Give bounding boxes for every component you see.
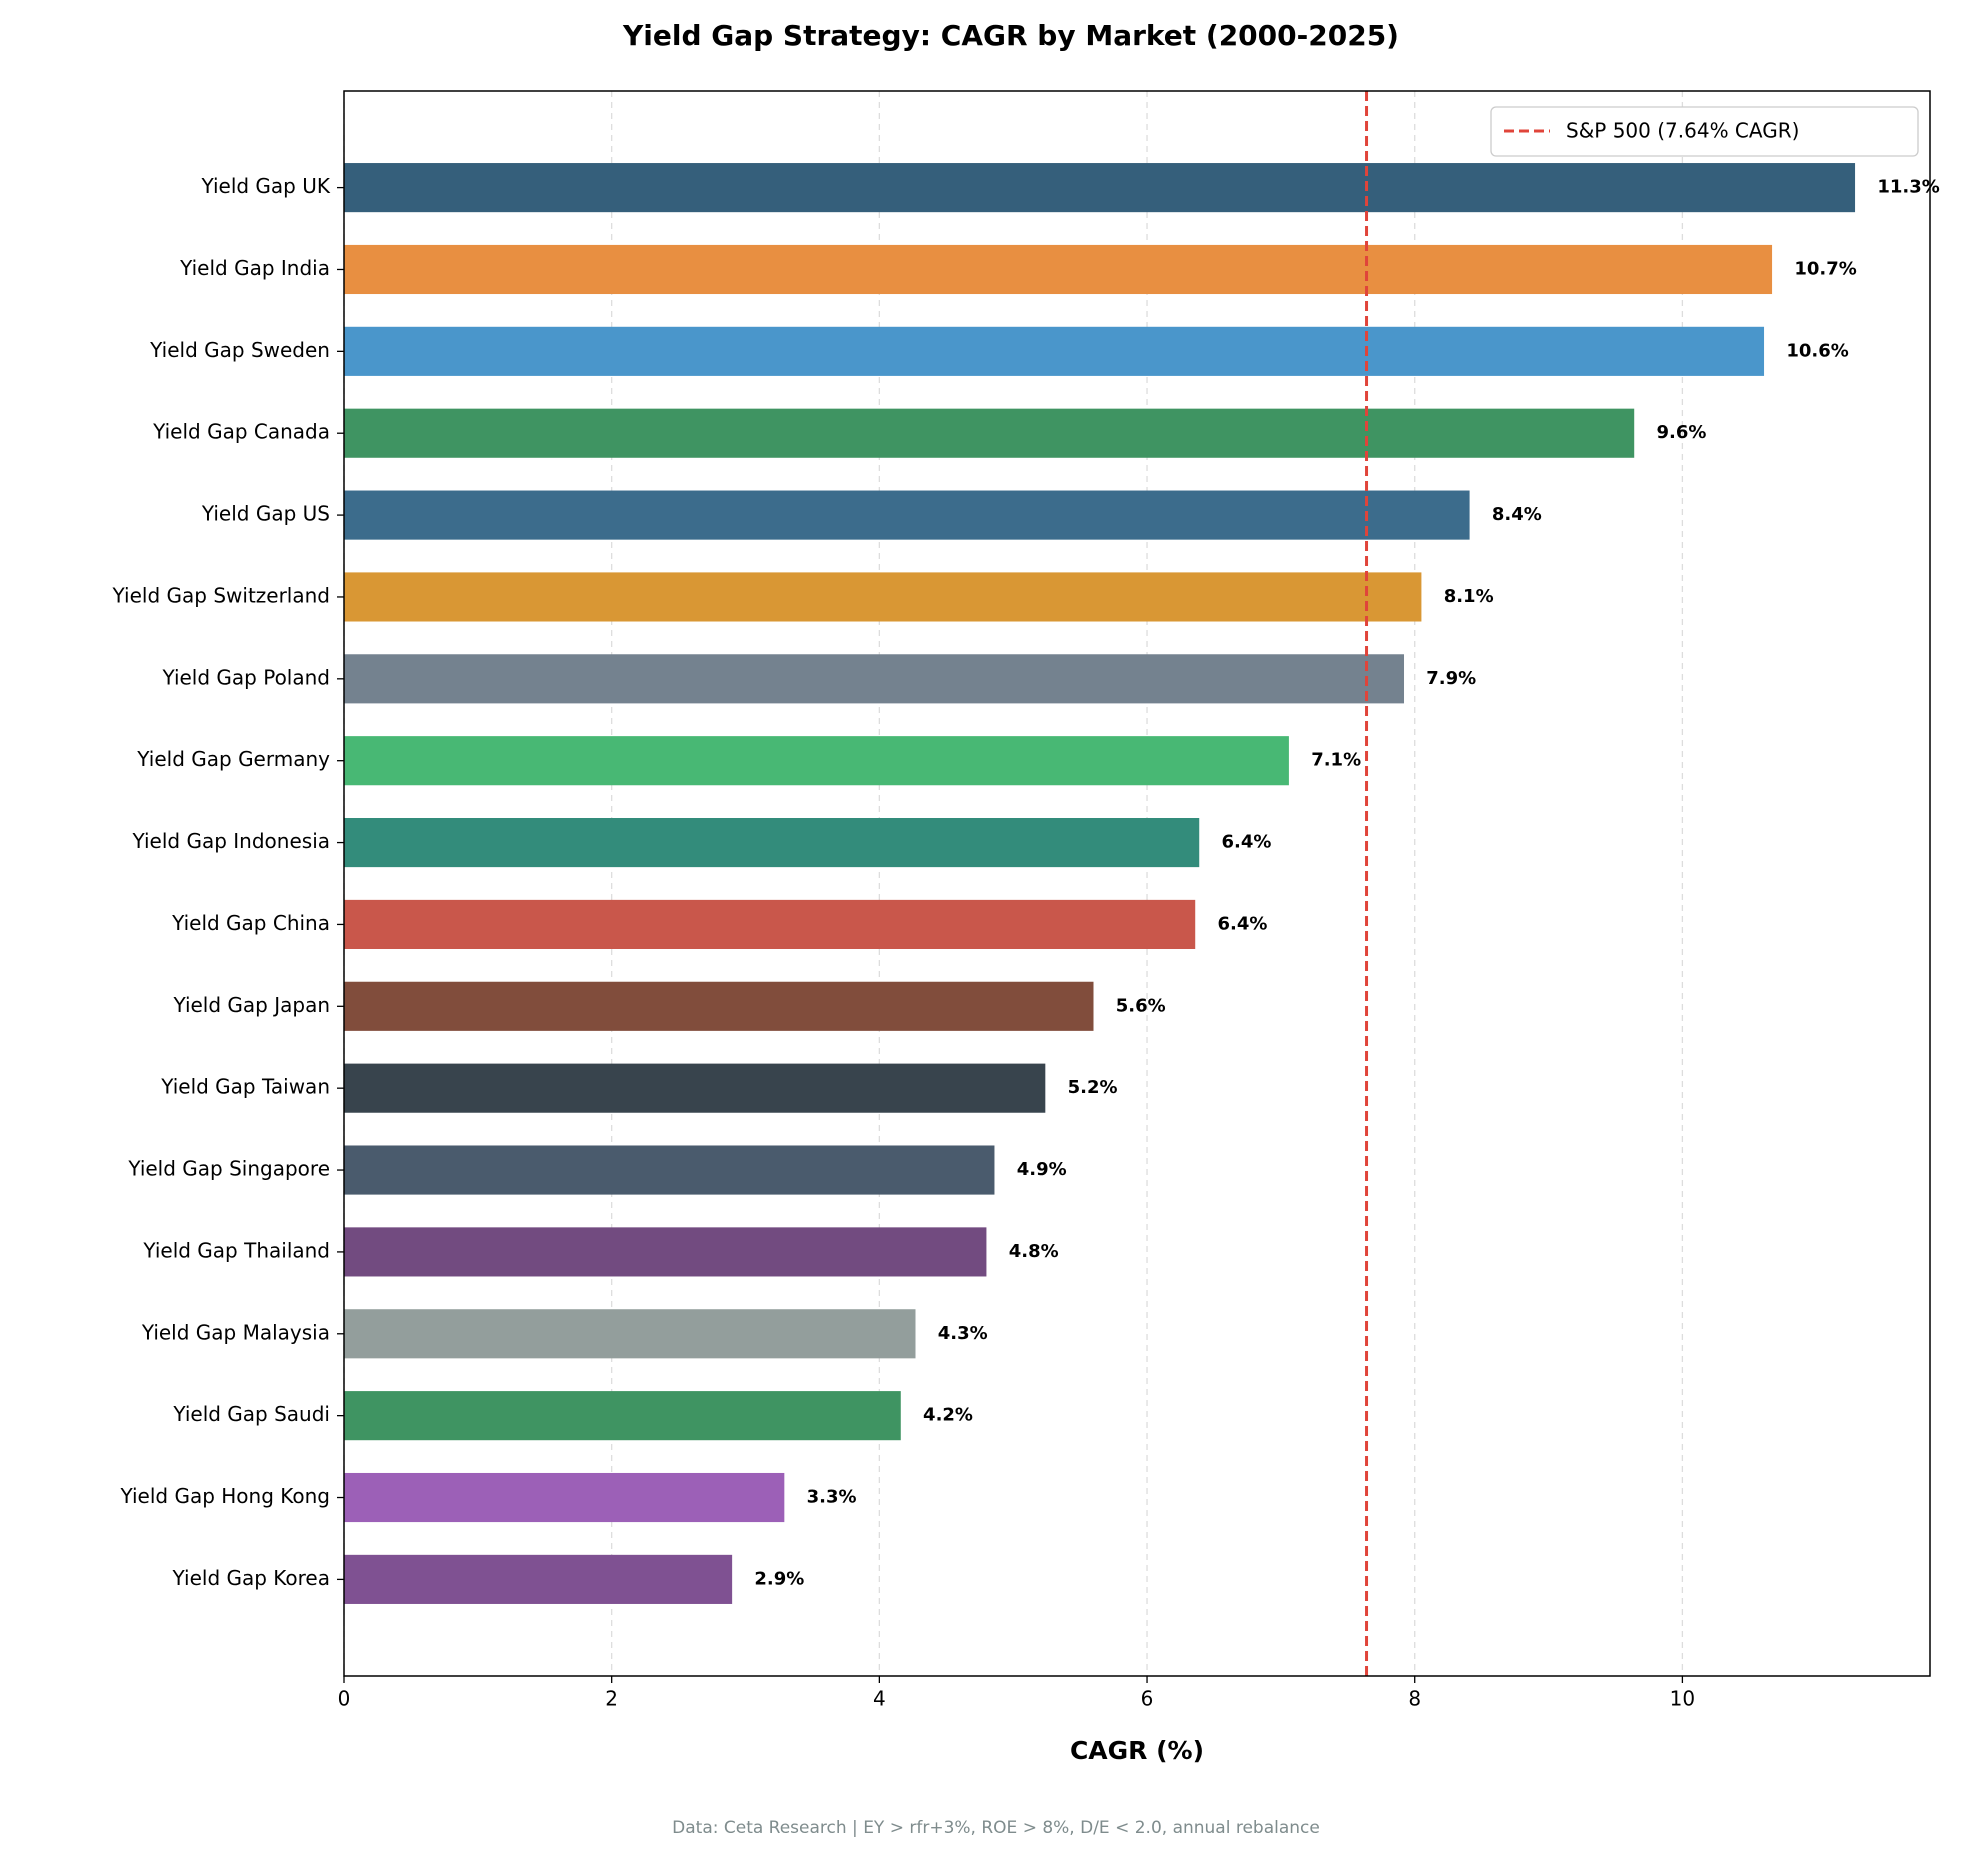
bar	[344, 1309, 916, 1359]
y-tick-label: Yield Gap Thailand	[142, 1238, 330, 1262]
x-tick-label: 6	[1141, 1687, 1154, 1711]
value-label: 4.9%	[1017, 1159, 1067, 1180]
x-axis-label: CAGR (%)	[1070, 1736, 1204, 1765]
bar	[344, 572, 1422, 622]
bar	[344, 818, 1200, 868]
value-label: 7.9%	[1426, 668, 1476, 689]
footnote: Data: Ceta Research | EY > rfr+3%, ROE >…	[672, 1818, 1320, 1838]
value-label: 4.8%	[1009, 1241, 1059, 1262]
chart-title: Yield Gap Strategy: CAGR by Market (2000…	[622, 19, 1399, 52]
value-label: 11.3%	[1877, 177, 1939, 198]
x-tick-label: 8	[1408, 1687, 1421, 1711]
y-tick-label: Yield Gap Saudi	[172, 1402, 330, 1426]
bar	[344, 1145, 995, 1195]
value-label: 6.4%	[1222, 832, 1272, 853]
bar	[344, 163, 1856, 213]
y-tick-label: Yield Gap Malaysia	[141, 1320, 330, 1344]
value-label: 5.6%	[1116, 995, 1166, 1016]
legend-box	[1490, 106, 1919, 157]
x-tick-label: 4	[873, 1687, 886, 1711]
bar	[344, 490, 1470, 540]
bar	[344, 244, 1773, 295]
y-tick-label: Yield Gap Germany	[136, 747, 330, 771]
value-label: 3.3%	[807, 1487, 857, 1508]
x-tick-label: 0	[338, 1687, 351, 1711]
bar	[344, 1227, 987, 1277]
legend-label: S&P 500 (7.64% CAGR)	[1566, 119, 1799, 143]
bar	[344, 1391, 901, 1441]
value-label: 4.3%	[938, 1323, 988, 1344]
y-tick-label: Yield Gap Sweden	[149, 338, 330, 362]
bar	[344, 899, 1196, 949]
value-label: 7.1%	[1311, 750, 1361, 771]
bar	[344, 1063, 1046, 1113]
value-label: 10.6%	[1786, 340, 1848, 361]
y-tick-label: Yield Gap Indonesia	[132, 829, 331, 853]
value-label: 10.7%	[1794, 258, 1856, 279]
y-tick-label: Yield Gap Japan	[172, 993, 330, 1017]
y-tick-label: Yield Gap Taiwan	[160, 1075, 330, 1099]
value-label: 8.4%	[1492, 504, 1542, 525]
value-label: 4.2%	[923, 1405, 973, 1426]
value-label: 2.9%	[754, 1568, 804, 1589]
y-tick-label: Yield Gap Switzerland	[112, 583, 330, 607]
y-tick-label: Yield Gap Hong Kong	[119, 1484, 330, 1508]
value-label: 6.4%	[1218, 913, 1268, 934]
value-label: 5.2%	[1068, 1077, 1118, 1098]
value-label: 9.6%	[1657, 422, 1707, 443]
y-tick-label: Yield Gap Poland	[161, 665, 330, 689]
bar	[344, 326, 1765, 376]
y-tick-label: Yield Gap China	[171, 911, 330, 935]
y-tick-label: Yield Gap US	[201, 502, 330, 526]
value-label: 8.1%	[1444, 586, 1494, 607]
bar	[344, 1554, 733, 1604]
x-tick-label: 10	[1670, 1687, 1695, 1711]
bar	[344, 654, 1405, 704]
plot-frame	[343, 90, 1931, 1677]
y-tick-label: Yield Gap Canada	[152, 420, 330, 444]
y-tick-label: Yield Gap Korea	[172, 1566, 330, 1590]
y-tick-label: Yield Gap India	[179, 256, 330, 280]
bar	[344, 408, 1635, 458]
x-tick-label: 2	[605, 1687, 618, 1711]
y-tick-label: Yield Gap Singapore	[127, 1157, 330, 1181]
bar	[344, 981, 1094, 1031]
y-tick-label: Yield Gap UK	[200, 174, 330, 198]
bar	[344, 736, 1289, 786]
bar	[344, 1472, 785, 1523]
